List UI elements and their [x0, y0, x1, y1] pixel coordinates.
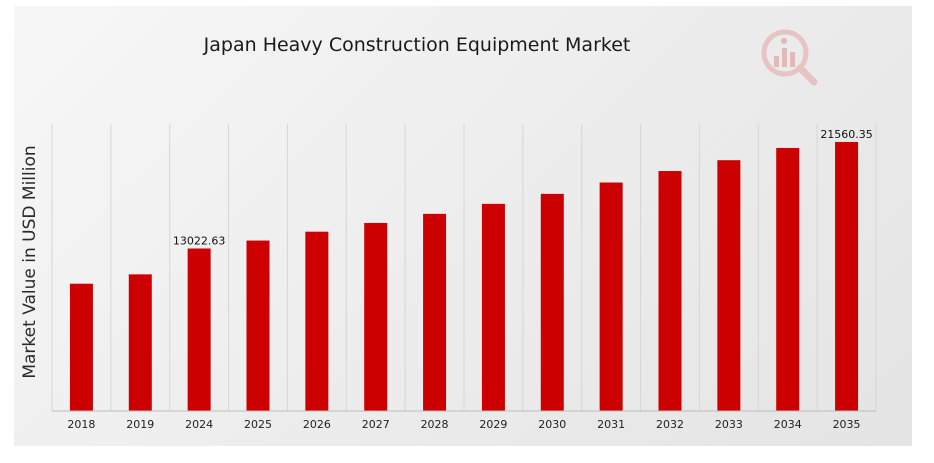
bar-2030	[540, 193, 564, 411]
x-tick-label: 2019	[126, 418, 154, 431]
x-tick-label: 2035	[833, 418, 861, 431]
x-tick-label: 2024	[185, 418, 213, 431]
bar-2033	[717, 160, 741, 411]
bar-2031	[599, 182, 623, 411]
bar-2018	[69, 283, 93, 411]
bar-2029	[481, 203, 505, 411]
x-tick-label: 2033	[715, 418, 743, 431]
x-tick-label: 2029	[479, 418, 507, 431]
bar-2019	[128, 274, 152, 411]
bar-2024	[187, 248, 211, 411]
x-tick-label: 2034	[774, 418, 802, 431]
data-label: 13022.63	[173, 235, 226, 248]
x-tick-label: 2032	[656, 418, 684, 431]
x-tick-label: 2027	[362, 418, 390, 431]
bar-2028	[423, 213, 447, 411]
x-tick-label: 2030	[538, 418, 566, 431]
chart-panel	[14, 6, 912, 446]
brand-logo-icon	[761, 29, 818, 86]
bar-2026	[305, 231, 329, 411]
bar-2035	[835, 141, 859, 411]
bar-2025	[246, 240, 270, 411]
chart-title: Japan Heavy Construction Equipment Marke…	[203, 34, 631, 56]
data-label: 21560.35	[820, 128, 873, 141]
x-tick-label: 2026	[303, 418, 331, 431]
x-tick-label: 2031	[597, 418, 625, 431]
bar-2034	[776, 147, 800, 412]
x-tick-label: 2028	[421, 418, 449, 431]
bar-2032	[658, 171, 682, 411]
bar-2027	[364, 222, 388, 411]
x-tick-label: 2025	[244, 418, 272, 431]
x-tick-label: 2018	[67, 418, 95, 431]
